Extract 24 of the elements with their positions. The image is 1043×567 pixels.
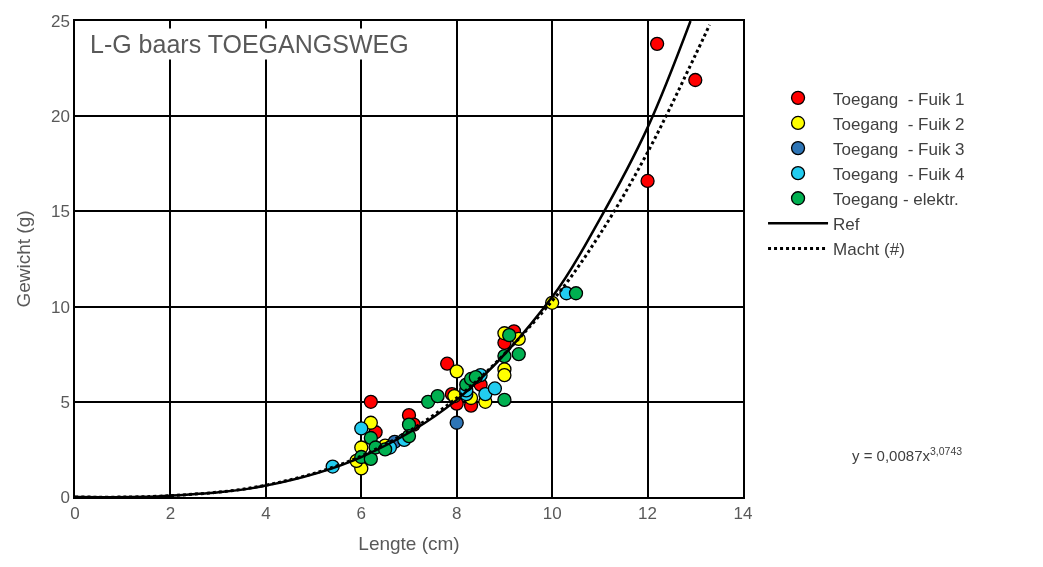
x-tick-label: 4 — [261, 504, 271, 524]
y-tick-label: 20 — [50, 107, 70, 127]
legend-label: Toegang - Fuik 4 — [833, 164, 965, 184]
x-tick-label: 14 — [733, 504, 753, 524]
legend-label: Toegang - Fuik 2 — [833, 114, 965, 134]
legend-label: Toegang - elektr. — [833, 189, 959, 209]
x-tick-label: 10 — [542, 504, 562, 524]
legend-label: Toegang - Fuik 1 — [833, 89, 965, 109]
x-tick-label: 12 — [638, 504, 658, 524]
y-tick-label: 15 — [50, 202, 70, 222]
legend-label: Macht (#) — [833, 240, 905, 260]
chart-title: L-G baars TOEGANGSWEG — [90, 30, 409, 58]
x-tick-label: 8 — [451, 504, 462, 524]
text: y = 0,0087x$^{3,0743}$ — [852, 445, 963, 465]
x-tick-label: 2 — [165, 504, 176, 524]
x-tick-label: 6 — [356, 504, 367, 524]
legend-label: Ref — [833, 215, 860, 234]
y-tick-label: 25 — [50, 11, 70, 31]
y-tick-label: 0 — [60, 487, 70, 507]
y-tick-label: 5 — [60, 392, 70, 412]
y-tick-label: 10 — [50, 297, 70, 317]
x-axis-title: Lengte (cm) — [358, 533, 460, 555]
y-axis-title: Gewicht (g) — [13, 210, 35, 308]
legend-label: Toegang - Fuik 3 — [833, 139, 965, 159]
